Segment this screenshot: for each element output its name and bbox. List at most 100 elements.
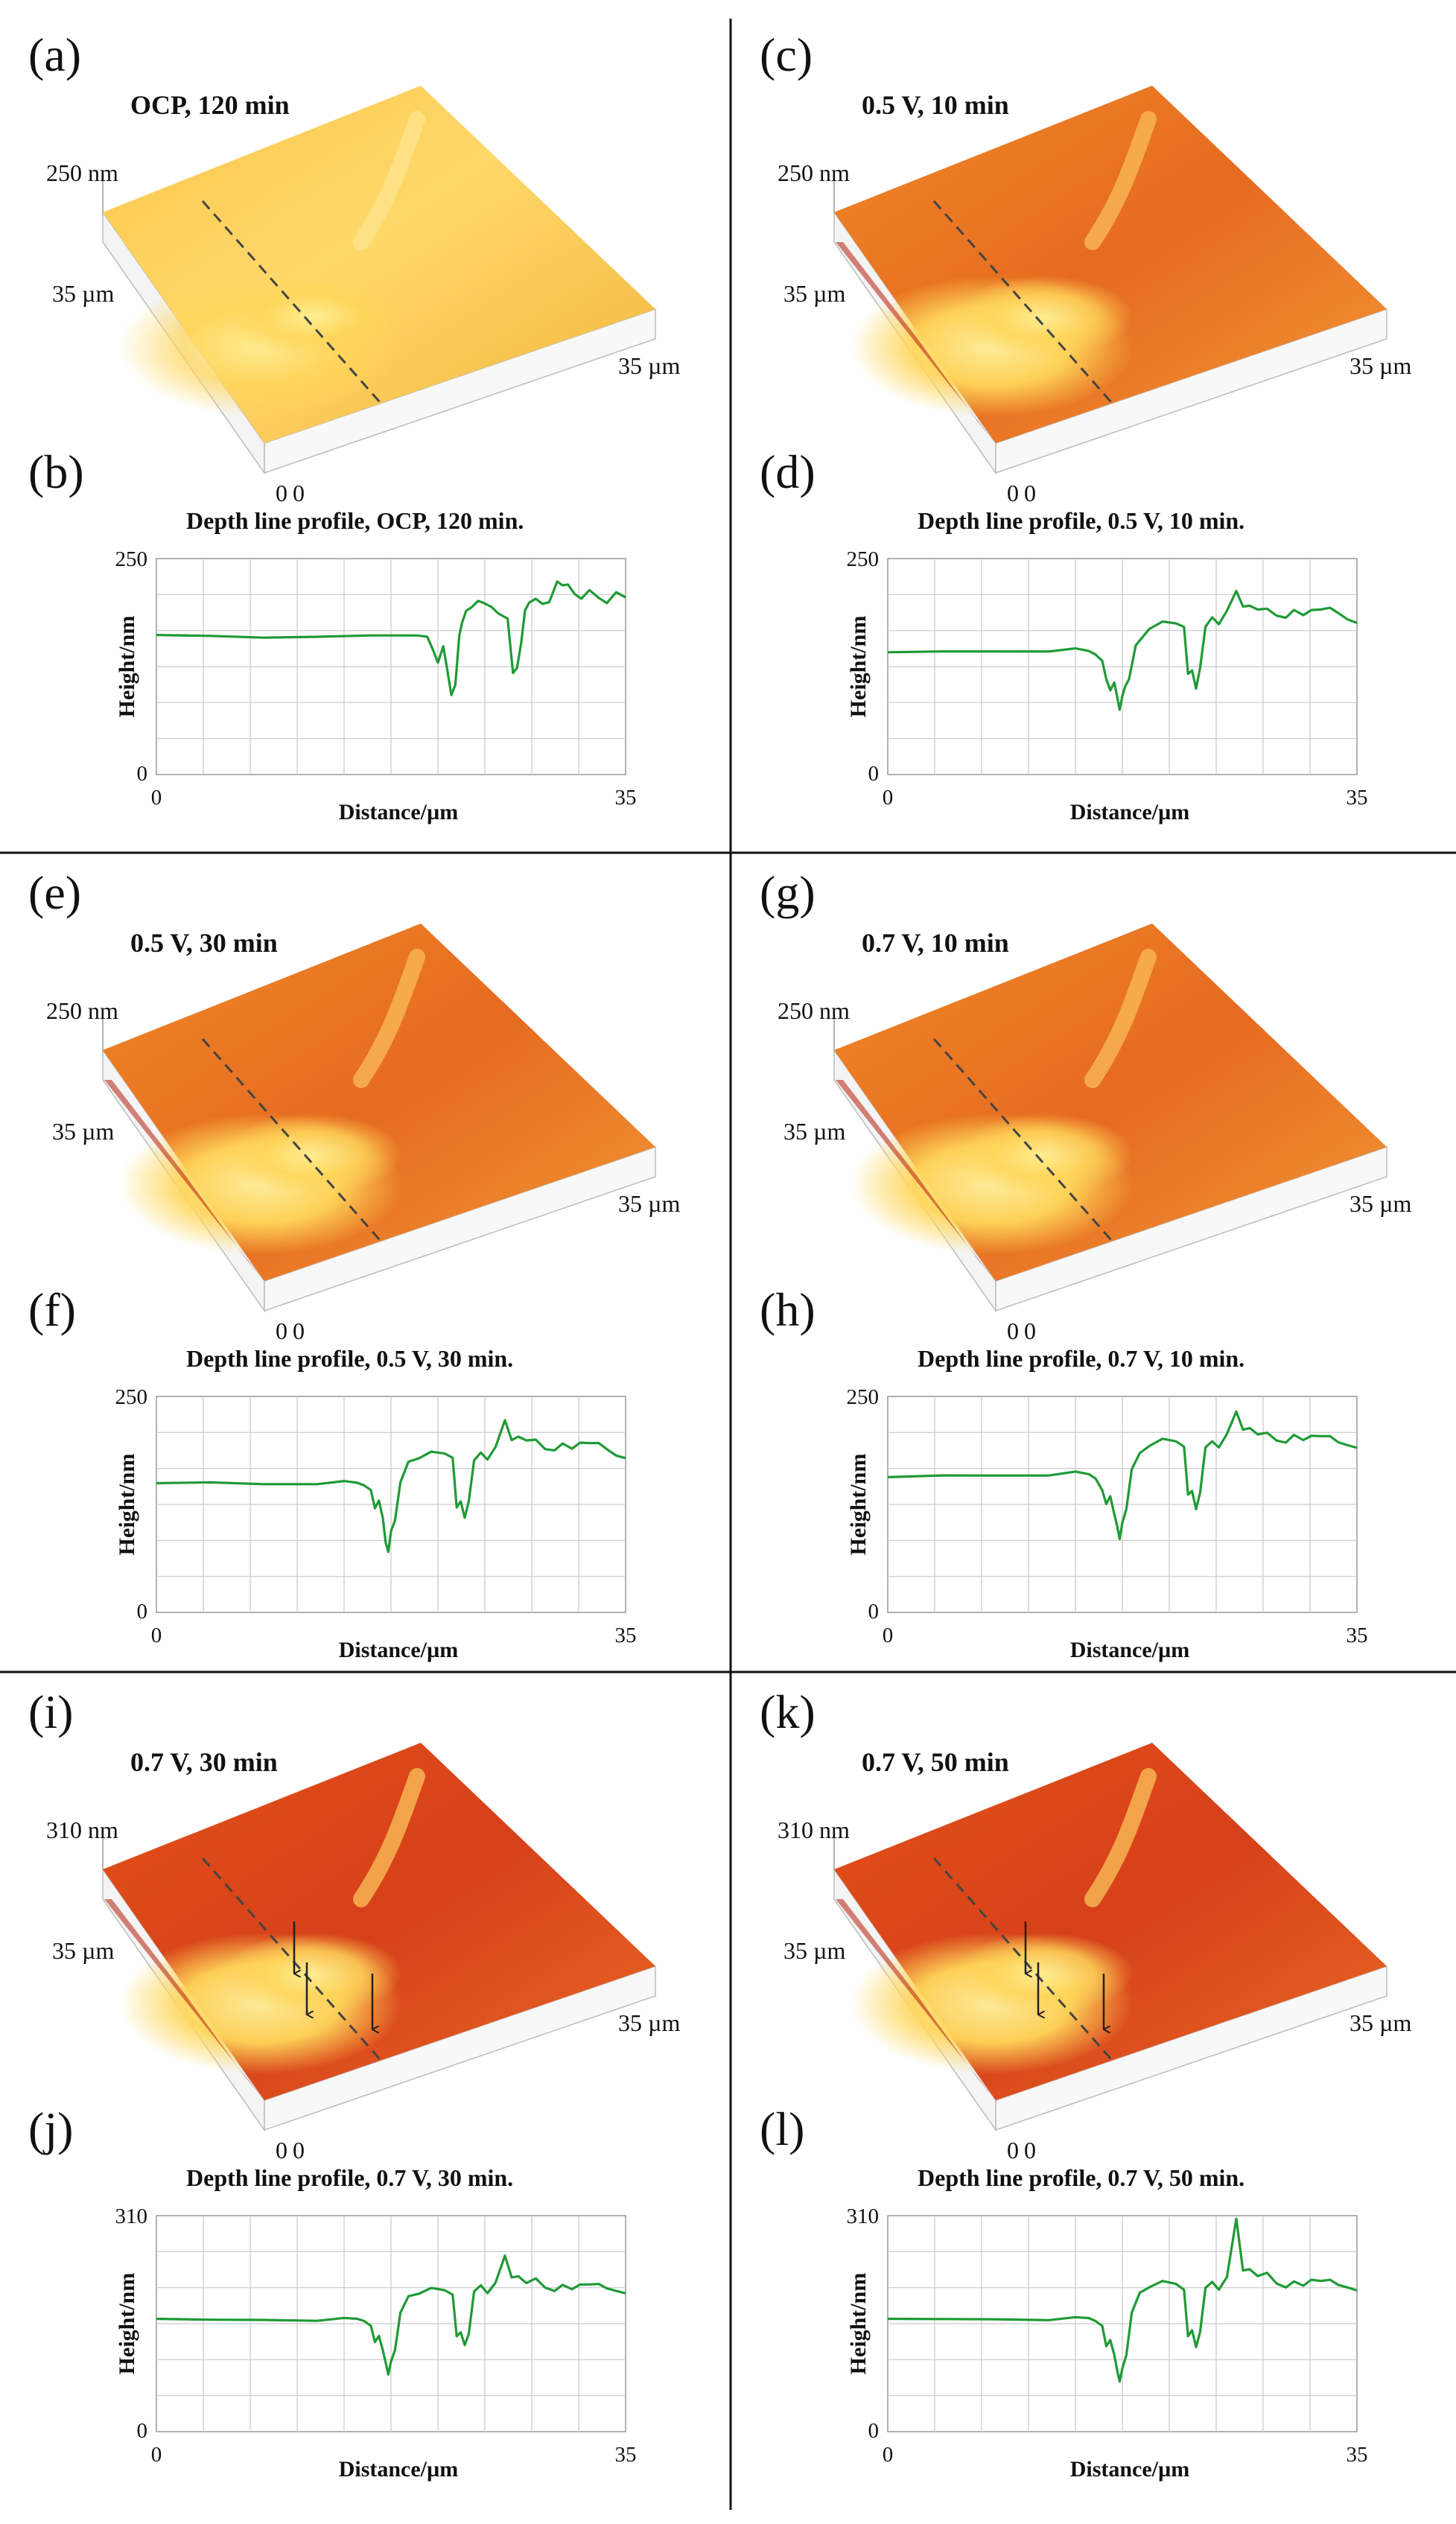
y-axis-label: 35 µm: [52, 280, 114, 307]
x-tick-max: 35: [615, 786, 637, 810]
x-tick-max: 35: [1347, 2443, 1368, 2467]
y-axis-label: 35 µm: [783, 1118, 845, 1145]
y-tick-max: 310: [115, 2204, 148, 2228]
profile-panel-d: (d) Depth line profile, 0.5 V, 10 min. 250…: [760, 445, 1368, 824]
surface-panel-k: (k) 0.7 V, 50 min 310 nm 35 µm 35 µm 0 0: [760, 1685, 1411, 2164]
origin-label-1: 0: [276, 1317, 287, 1344]
x-tick-min: 0: [151, 1624, 162, 1647]
y-axis-title: Height/nm: [846, 1454, 871, 1556]
profile-trace: [887, 1410, 1358, 1540]
surface-pit-region-2: [223, 276, 402, 357]
profile-line: [201, 1038, 381, 1241]
y-axis-title: Height/nm: [115, 2273, 139, 2375]
surface-pit-region-2: [223, 1113, 402, 1195]
origin-label-2: 0: [1024, 1317, 1036, 1344]
x-axis-label: 35 µm: [1349, 352, 1411, 379]
profile-line: [201, 200, 381, 403]
profile-line: [932, 200, 1113, 403]
origin-label-2: 0: [293, 1317, 305, 1344]
origin-label-1: 0: [276, 480, 287, 506]
profile-title: Depth line profile, 0.7 V, 50 min.: [918, 2164, 1244, 2191]
panel-letter: (a): [28, 28, 81, 81]
x-axis-label: 35 µm: [618, 2009, 680, 2036]
surface-pit-region-2: [955, 1933, 1134, 2015]
panel-letter: (d): [760, 445, 816, 498]
x-tick-max: 35: [615, 1624, 637, 1647]
surface-panel-c: (c) 0.5 V, 10 min 250 nm 35 µm 35 µm 0 0: [760, 28, 1411, 506]
profile-title: Depth line profile, 0.5 V, 10 min.: [918, 507, 1244, 534]
y-axis-title: Height/nm: [846, 616, 871, 718]
profile-title: Depth line profile, OCP, 120 min.: [186, 507, 524, 534]
panel-letter: (i): [28, 1685, 73, 1738]
surface-ridge: [353, 111, 425, 250]
panel-letter: (k): [760, 1685, 816, 1738]
x-axis-label: 35 µm: [618, 1190, 680, 1217]
surface-pit-region-2: [955, 276, 1134, 357]
profile-trace: [887, 589, 1358, 711]
x-axis-title: Distance/µm: [339, 2457, 459, 2482]
x-axis-title: Distance/µm: [1070, 1638, 1190, 1662]
panel-letter: (c): [760, 28, 813, 81]
surface-panel-e: (e) 0.5 V, 30 min 250 nm 35 µm 35 µm 0 0: [28, 866, 680, 1344]
surface-panel-i: (i) 0.7 V, 30 min 310 nm 35 µm 35 µm 0 0: [28, 1685, 680, 2164]
panel-letter: (j): [28, 2102, 73, 2155]
y-axis-title: Height/nm: [115, 1454, 139, 1556]
profile-line: [932, 1038, 1113, 1241]
y-tick-max: 250: [847, 1385, 880, 1409]
origin-label-1: 0: [1007, 1317, 1019, 1344]
profile-panel-f: (f) Depth line profile, 0.5 V, 30 min. 250…: [28, 1283, 637, 1662]
surface-dark-edge: [836, 1899, 996, 2100]
x-axis-label: 35 µm: [618, 352, 680, 379]
y-tick-min: 0: [868, 2419, 880, 2443]
x-axis-title: Distance/µm: [339, 1638, 459, 1662]
panel-letter: (l): [760, 2102, 804, 2155]
profile-panel-j: (j) Depth line profile, 0.7 V, 30 min. 310…: [28, 2102, 637, 2482]
profile-line: [932, 1857, 1113, 2060]
panel-letter: (g): [760, 866, 816, 919]
x-axis-title: Distance/µm: [1070, 800, 1190, 824]
profile-trace: [156, 2254, 626, 2376]
z-axis-label: 250 nm: [778, 997, 850, 1024]
y-tick-max: 250: [847, 547, 880, 571]
surface-title: 0.5 V, 10 min: [862, 90, 1009, 120]
z-axis-label: 310 nm: [46, 1816, 118, 1843]
surface-panel-g: (g) 0.7 V, 10 min 250 nm 35 µm 35 µm 0 0: [760, 866, 1411, 1344]
x-axis-title: Distance/µm: [1070, 2457, 1190, 2482]
surface-title: 0.7 V, 30 min: [130, 1747, 278, 1777]
y-tick-min: 0: [868, 1600, 880, 1624]
origin-label-2: 0: [1024, 2137, 1036, 2164]
y-tick-min: 0: [868, 762, 880, 786]
surface-dark-edge: [104, 1899, 264, 2100]
y-axis-label: 35 µm: [52, 1937, 114, 1964]
x-tick-min: 0: [883, 1624, 894, 1647]
y-tick-max: 310: [847, 2204, 880, 2228]
panel-letter: (h): [760, 1283, 816, 1336]
y-axis-label: 35 µm: [783, 1937, 845, 1964]
profile-trace: [156, 580, 626, 696]
origin-label-1: 0: [1007, 2137, 1019, 2164]
panel-letter: (e): [28, 866, 81, 919]
x-tick-max: 35: [1347, 786, 1368, 810]
surface-ridge: [353, 949, 425, 1088]
profile-panel-l: (l) Depth line profile, 0.7 V, 50 min. 310…: [760, 2102, 1368, 2482]
y-axis-title: Height/nm: [115, 616, 139, 718]
surface-title: 0.7 V, 50 min: [862, 1747, 1009, 1777]
profile-title: Depth line profile, 0.7 V, 30 min.: [186, 2164, 513, 2191]
surface-panel-a: (a) OCP, 120 min 250 nm 35 µm 35 µm 0 0: [28, 28, 680, 506]
x-axis-label: 35 µm: [1349, 1190, 1411, 1217]
profile-line: [201, 1857, 381, 2060]
y-axis-label: 35 µm: [783, 280, 845, 307]
y-tick-min: 0: [137, 1600, 148, 1624]
surface-ridge: [1084, 1768, 1157, 1907]
panel-letter: (f): [28, 1283, 76, 1336]
origin-label-2: 0: [293, 2137, 305, 2164]
z-axis-label: 250 nm: [778, 159, 850, 186]
surface-pit-region-2: [955, 1113, 1134, 1195]
panel-letter: (b): [28, 445, 84, 498]
y-axis-label: 35 µm: [52, 1118, 114, 1145]
y-tick-max: 250: [115, 1385, 148, 1409]
x-tick-min: 0: [151, 786, 162, 810]
origin-label-1: 0: [276, 2137, 287, 2164]
z-axis-label: 250 nm: [46, 159, 118, 186]
